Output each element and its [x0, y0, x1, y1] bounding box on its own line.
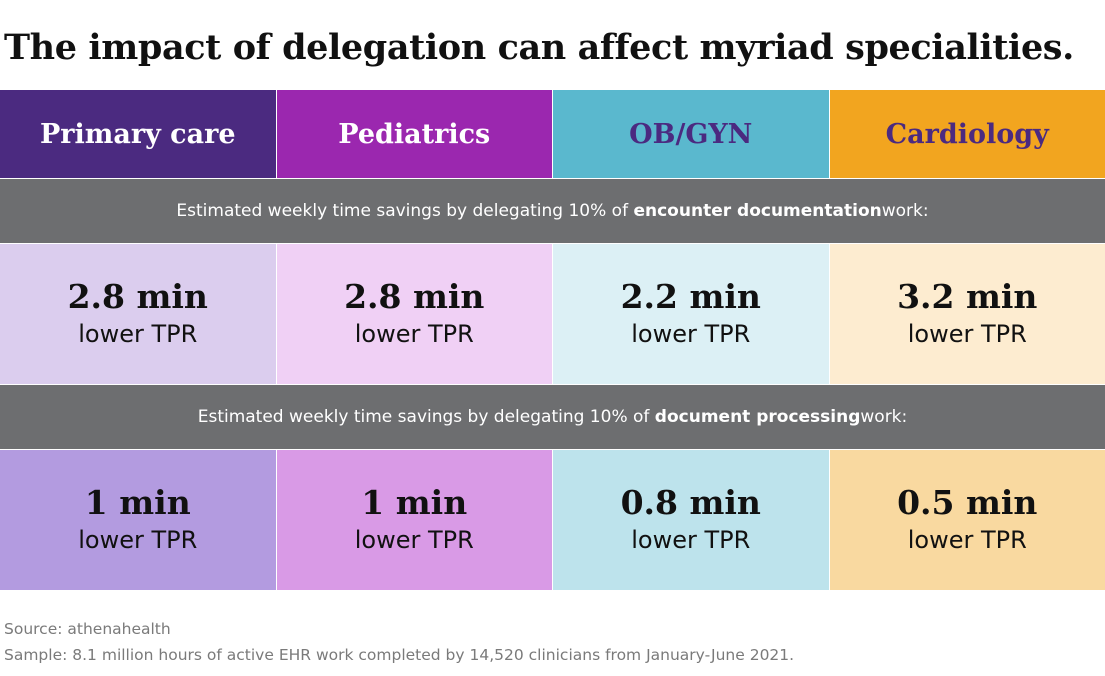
processing-cardiology-cell: 0.5 min lower TPR	[829, 450, 1105, 590]
encounter-cardiology-value: 3.2 min	[897, 277, 1038, 316]
processing-obgyn-unit: lower TPR	[631, 526, 751, 554]
encounter-values-row: 2.8 min lower TPR 2.8 min lower TPR 2.2 …	[0, 244, 1105, 384]
page-title: The impact of delegation can affect myri…	[4, 27, 1074, 68]
processing-values-row: 1 min lower TPR 1 min lower TPR 0.8 min …	[0, 450, 1105, 590]
processing-pediatrics-value: 1 min	[361, 483, 468, 522]
header-pediatrics: Pediatrics	[276, 90, 553, 178]
header-obgyn: OB/GYN	[553, 90, 830, 178]
encounter-band-prefix: Estimated weekly time savings by delegat…	[176, 201, 629, 221]
processing-primary-care-cell: 1 min lower TPR	[0, 450, 277, 590]
encounter-pediatrics-unit: lower TPR	[354, 320, 474, 348]
header-cardiology: Cardiology	[829, 90, 1105, 178]
specialty-header-row: Primary care Pediatrics OB/GYN Cardiolog…	[0, 90, 1105, 178]
processing-cardiology-unit: lower TPR	[907, 526, 1027, 554]
source-note: Source: athenahealth	[4, 620, 171, 638]
encounter-primary-care-cell: 2.8 min lower TPR	[0, 244, 277, 384]
processing-primary-care-value: 1 min	[84, 483, 191, 522]
encounter-pediatrics-value: 2.8 min	[344, 277, 485, 316]
specialty-table: Primary care Pediatrics OB/GYN Cardiolog…	[0, 90, 1105, 590]
processing-pediatrics-cell: 1 min lower TPR	[276, 450, 553, 590]
processing-obgyn-value: 0.8 min	[620, 483, 761, 522]
encounter-pediatrics-cell: 2.8 min lower TPR	[276, 244, 553, 384]
header-primary-care: Primary care	[0, 90, 277, 178]
encounter-documentation-band: Estimated weekly time savings by delegat…	[0, 178, 1105, 244]
encounter-obgyn-value: 2.2 min	[620, 277, 761, 316]
footer-notes: Source: athenahealth Sample: 8.1 million…	[4, 616, 794, 668]
processing-primary-care-unit: lower TPR	[78, 526, 198, 554]
encounter-primary-care-value: 2.8 min	[67, 277, 208, 316]
processing-pediatrics-unit: lower TPR	[354, 526, 474, 554]
processing-cardiology-value: 0.5 min	[897, 483, 1038, 522]
processing-band-suffix: work:	[860, 407, 908, 427]
encounter-band-suffix: work:	[881, 201, 929, 221]
encounter-primary-care-unit: lower TPR	[78, 320, 198, 348]
encounter-band-bold: encounter documentation	[633, 201, 882, 221]
encounter-obgyn-unit: lower TPR	[631, 320, 751, 348]
sample-note: Sample: 8.1 million hours of active EHR …	[4, 646, 795, 664]
processing-obgyn-cell: 0.8 min lower TPR	[553, 450, 830, 590]
processing-band-prefix: Estimated weekly time savings by delegat…	[197, 407, 650, 427]
encounter-cardiology-cell: 3.2 min lower TPR	[829, 244, 1105, 384]
document-processing-band: Estimated weekly time savings by delegat…	[0, 384, 1105, 450]
processing-band-bold: document processing	[654, 407, 861, 427]
encounter-cardiology-unit: lower TPR	[907, 320, 1027, 348]
encounter-obgyn-cell: 2.2 min lower TPR	[553, 244, 830, 384]
